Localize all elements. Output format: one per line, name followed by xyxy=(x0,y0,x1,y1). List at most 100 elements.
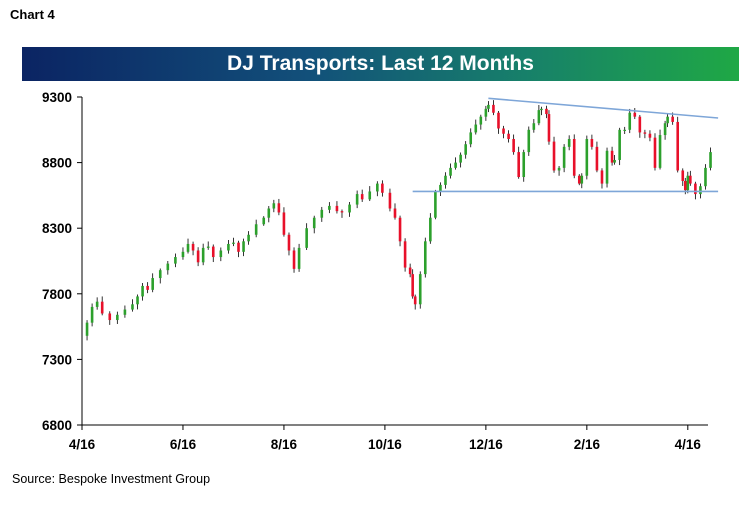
candle-body xyxy=(360,194,364,200)
chart-title-bar: DJ Transports: Last 12 Months xyxy=(22,47,739,81)
candle-body xyxy=(552,141,556,171)
candle-body xyxy=(605,150,609,184)
candle-body xyxy=(418,274,422,305)
candle-body xyxy=(492,104,495,113)
candle-body xyxy=(540,108,543,111)
candle-body xyxy=(704,167,707,187)
candle-body xyxy=(572,138,576,176)
candle-body xyxy=(648,133,652,138)
y-tick-label: 6800 xyxy=(42,418,72,433)
candle-body xyxy=(507,133,510,139)
candle-body xyxy=(196,250,200,263)
candle-body xyxy=(85,322,89,336)
trendline xyxy=(488,97,719,119)
candle-body xyxy=(123,309,127,315)
candle-body xyxy=(388,192,392,209)
x-tick-label: 4/16 xyxy=(675,437,702,452)
candle-body xyxy=(90,306,94,323)
candle-body xyxy=(487,104,490,109)
candle-body xyxy=(547,114,551,142)
candle-body xyxy=(580,175,584,184)
candle-body xyxy=(262,217,266,225)
candle-body xyxy=(439,184,442,192)
y-tick-label: 8300 xyxy=(42,221,72,236)
candles xyxy=(85,100,712,341)
candle-body xyxy=(459,154,462,163)
candle-body xyxy=(355,194,359,205)
candle-body xyxy=(590,138,594,147)
candle-body xyxy=(434,191,437,218)
candle-body xyxy=(116,314,119,321)
candle-body xyxy=(146,285,149,290)
x-tick-label: 10/16 xyxy=(368,437,402,452)
candle-body xyxy=(577,175,581,184)
x-tick-label: 12/16 xyxy=(469,437,503,452)
candle-body xyxy=(158,270,162,279)
candle-body xyxy=(201,247,205,263)
candle-body xyxy=(464,144,467,155)
candle-body xyxy=(522,152,526,178)
y-tick-label: 8800 xyxy=(42,156,72,171)
candle-body xyxy=(181,251,185,258)
candle-body xyxy=(681,170,685,181)
x-tick-label: 2/16 xyxy=(574,437,601,452)
candle-body xyxy=(502,128,505,134)
candle-body xyxy=(600,170,604,184)
candle-body xyxy=(227,243,230,251)
candle-body xyxy=(292,250,296,269)
candle-body xyxy=(297,247,301,269)
x-tick-label: 6/16 xyxy=(170,437,197,452)
candle-body xyxy=(567,138,571,147)
candle-body xyxy=(545,108,548,115)
candle-body xyxy=(232,242,235,244)
candle-body xyxy=(174,257,177,264)
candle-body xyxy=(328,205,331,210)
candle-body xyxy=(429,217,432,242)
candle-body xyxy=(517,152,520,178)
candle-body xyxy=(454,162,457,168)
candle-body xyxy=(151,278,154,290)
candle-body xyxy=(254,224,258,235)
candle-body xyxy=(100,301,104,314)
candle-body xyxy=(393,208,397,218)
y-tick-label: 7800 xyxy=(42,287,72,302)
candle-body xyxy=(643,132,647,134)
candle-body xyxy=(469,132,473,145)
candle-body xyxy=(512,138,515,153)
candle-body xyxy=(585,138,589,176)
candle-body xyxy=(686,175,690,191)
candle-body xyxy=(242,241,245,252)
candle-body xyxy=(623,129,627,131)
candle-body xyxy=(497,112,500,129)
candle-body xyxy=(237,242,240,252)
candle-body xyxy=(479,116,483,125)
candle-body xyxy=(411,274,414,297)
candle-body xyxy=(699,186,702,195)
source-note: Source: Bespoke Investment Group xyxy=(12,472,211,486)
candle-body xyxy=(413,296,417,305)
candle-body xyxy=(381,183,384,193)
candle-body xyxy=(666,116,669,124)
candle-body xyxy=(449,167,452,176)
y-axis: 9300 8800 8300 7800 7300 6800 xyxy=(42,90,83,433)
candle-body xyxy=(474,124,478,133)
candle-body xyxy=(340,211,344,213)
candle-body xyxy=(444,175,447,185)
candle-body xyxy=(305,228,308,248)
candle-body xyxy=(610,150,614,163)
candle-body xyxy=(95,301,99,307)
candle-body xyxy=(272,203,276,209)
y-tick-label: 7300 xyxy=(42,352,72,367)
candle-body xyxy=(638,116,642,133)
candle-body xyxy=(131,304,134,310)
candle-body xyxy=(527,129,531,153)
candle-body xyxy=(562,146,566,168)
candle-body xyxy=(277,203,281,213)
candle-body xyxy=(683,180,687,191)
x-tick-label: 8/16 xyxy=(271,437,298,452)
candle-body xyxy=(709,152,712,168)
candle-body xyxy=(267,208,271,218)
candle-body xyxy=(676,121,680,171)
candle-body xyxy=(595,146,599,171)
